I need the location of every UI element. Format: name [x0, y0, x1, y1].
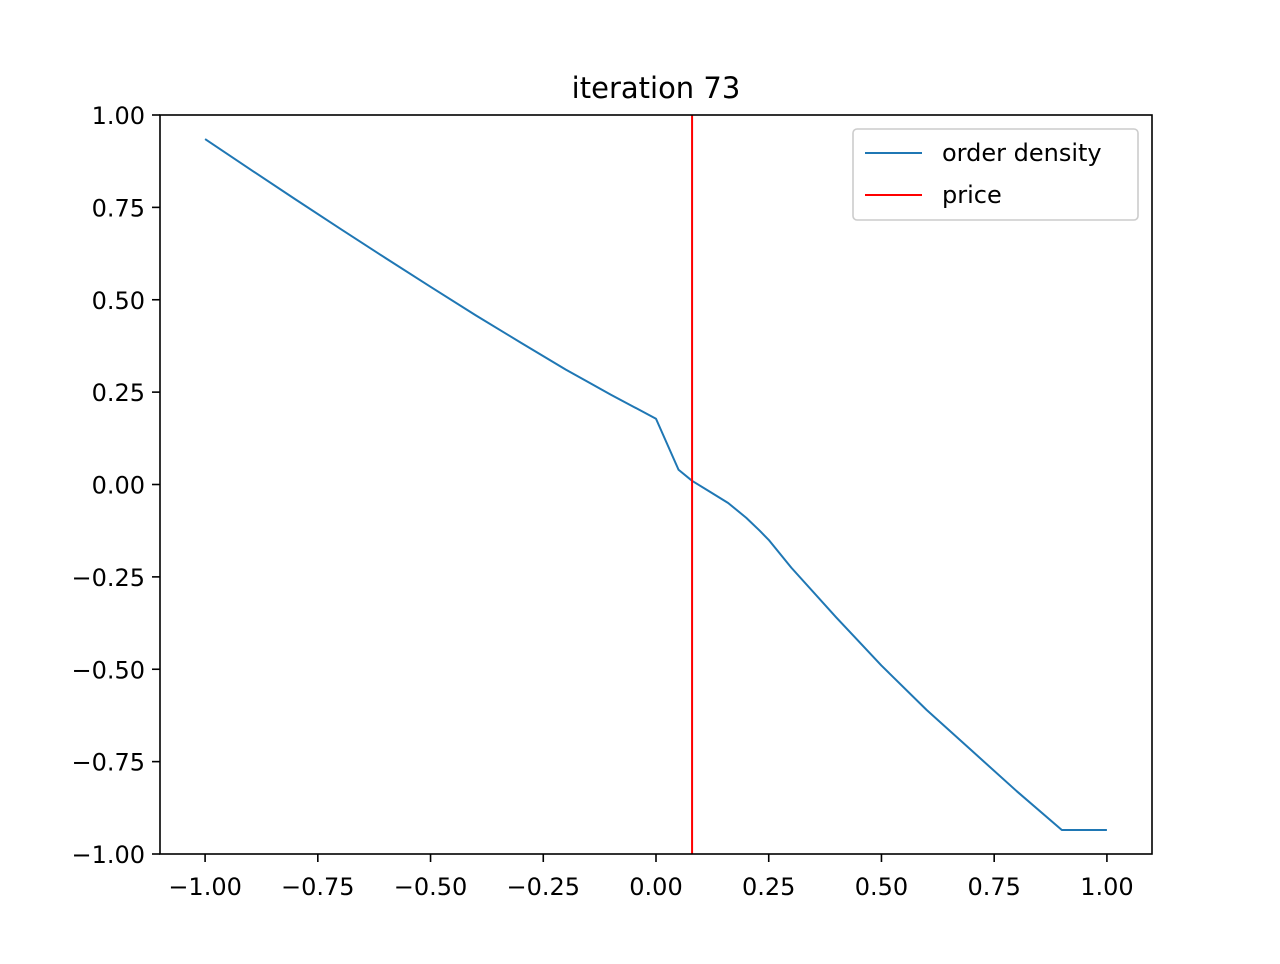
chart-title: iteration 73: [572, 71, 741, 105]
y-tick-label: 0.25: [92, 379, 145, 407]
plot-area: [160, 115, 1152, 854]
series-line-order-density: [204, 138, 1107, 831]
y-axis: 1.00 0.75 0.50 0.25 0.00 −0.25 −0.50 −0.75 −1.00: [71, 102, 160, 869]
legend-box: [852, 128, 1139, 221]
y-tick-label: −0.75: [71, 749, 145, 777]
y-tick-label: 1.00: [92, 102, 145, 130]
y-tick-label: −0.50: [71, 656, 145, 684]
x-tick-label: −0.75: [281, 873, 355, 901]
y-tick-label: −1.00: [71, 841, 145, 869]
x-tick-label: 0.00: [629, 873, 682, 901]
x-tick-label: −0.50: [394, 873, 468, 901]
legend-label-price: price: [942, 181, 1002, 209]
x-tick-label: 1.00: [1080, 873, 1133, 901]
y-tick-label: 0.00: [92, 472, 145, 500]
legend: order density price: [852, 128, 1139, 221]
x-tick-label: 0.75: [967, 873, 1020, 901]
x-axis: −1.00 −0.75 −0.50 −0.25 0.00 0.25 0.50 0.75 1.00: [168, 854, 1134, 901]
plot-background: [160, 115, 1152, 854]
plot-frame: [159, 114, 1153, 855]
x-tick-label: 0.25: [742, 873, 795, 901]
y-tick-label: 0.75: [92, 194, 145, 222]
legend-label-order-density: order density: [942, 139, 1102, 167]
y-tick-label: 0.50: [92, 287, 145, 315]
y-tick-label: −0.25: [71, 564, 145, 592]
x-tick-label: −1.00: [168, 873, 242, 901]
x-tick-label: 0.50: [855, 873, 908, 901]
x-tick-label: −0.25: [506, 873, 580, 901]
